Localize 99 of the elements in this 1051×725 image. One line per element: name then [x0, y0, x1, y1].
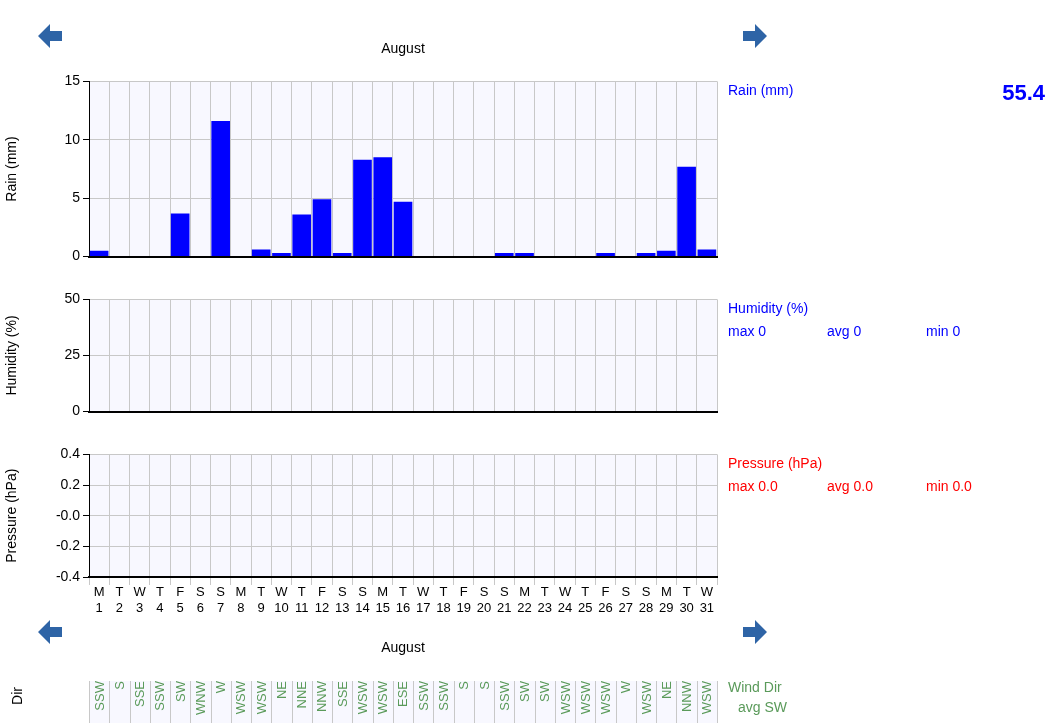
x-tick-label: F 19 — [456, 584, 472, 615]
x-tick-label: M 15 — [375, 584, 390, 615]
category-label: WSW — [253, 681, 269, 715]
y-tick-label: 10 — [64, 130, 81, 147]
legend-label: Pressure (hPa) — [728, 455, 823, 471]
category-label: WSW — [577, 681, 593, 715]
x-tick-label: F 26 — [598, 584, 613, 615]
category-label: W — [618, 681, 634, 694]
x-tick-label: M 8 — [235, 584, 247, 615]
category-label: WSW — [557, 681, 573, 715]
text: min 0.0 — [926, 478, 972, 494]
x-tick-label: W 3 — [133, 584, 147, 615]
x-tick-label: S 27 — [618, 584, 634, 615]
text: max 0 — [728, 323, 767, 339]
x-tick-label: S 7 — [216, 584, 226, 615]
x-tick-label: F 5 — [176, 584, 185, 615]
category-label: WSW — [699, 681, 715, 715]
y-tick-label: -0.2 — [55, 537, 81, 554]
y-tick-label: 25 — [64, 346, 81, 363]
y-axis-title: Pressure (hPa) — [3, 468, 20, 563]
text: Rain (mm) — [728, 82, 794, 98]
text: Wind Dir — [728, 679, 782, 695]
y-tick-label: 0.4 — [60, 445, 81, 462]
category-label: SSE — [132, 681, 148, 708]
category-label: S — [456, 681, 472, 690]
y-tick-label: 15 — [64, 72, 81, 89]
text: Dir — [8, 687, 25, 705]
bar — [211, 121, 230, 257]
text: avg 0.0 — [827, 478, 873, 494]
y-tick-label: -0.0 — [55, 506, 81, 523]
y-tick-label: 0.2 — [60, 475, 81, 492]
category-label: SSW — [91, 681, 107, 711]
bar — [170, 213, 190, 257]
category-label: WSW — [354, 681, 370, 715]
category-label: W — [213, 681, 229, 694]
x-tick-label: T 2 — [115, 584, 124, 615]
category-label: SSE — [334, 681, 350, 708]
category-label: NNW — [314, 681, 330, 713]
x-axis-title: August — [381, 639, 425, 656]
x-tick-label: T 30 — [679, 584, 694, 615]
category-label: SSW — [436, 681, 451, 711]
category-label: NNE — [294, 681, 310, 709]
x-tick-label: S 14 — [355, 584, 370, 615]
text: min 0 — [926, 323, 961, 339]
x-tick-label: T 4 — [155, 584, 164, 615]
text: avg 0 — [827, 323, 862, 339]
x-tick-label: M 22 — [517, 584, 532, 615]
category-label: WSW — [598, 681, 614, 715]
text: max 0.0 — [728, 478, 778, 494]
x-tick-label: S 13 — [334, 584, 350, 615]
y-tick-label: 0 — [72, 247, 81, 264]
legend-label: Humidity (%) — [728, 300, 809, 316]
category-label: NE — [658, 681, 674, 700]
x-tick-label: W 17 — [416, 584, 431, 615]
x-tick-label: T 11 — [294, 584, 309, 615]
y-tick-label: 5 — [72, 189, 81, 206]
category-label: SW — [172, 681, 188, 702]
y-tick-label: 50 — [64, 290, 81, 307]
x-tick-label: S 21 — [497, 584, 512, 615]
bar — [636, 253, 656, 257]
bar — [312, 199, 332, 257]
x-tick-label: F 12 — [314, 584, 330, 615]
category-label: S — [476, 681, 492, 690]
x-tick-label: T 9 — [257, 584, 266, 615]
x-tick-label: T 18 — [436, 584, 451, 615]
y-tick-label: -0.4 — [55, 567, 81, 584]
x-tick-label: T 23 — [537, 584, 553, 615]
category-label: WSW — [233, 681, 249, 715]
x-tick-label: S 6 — [196, 584, 206, 615]
y-tick-label: 0 — [72, 402, 81, 419]
category-label: WNW — [192, 681, 208, 715]
x-tick-label: M 1 — [93, 584, 105, 615]
text: 55.4 — [1002, 80, 1045, 106]
category-label: SW — [537, 681, 553, 702]
x-tick-label: M 29 — [659, 584, 674, 615]
x-tick-label: S 28 — [638, 584, 654, 615]
category-label: WSW — [638, 681, 654, 715]
x-tick-label: T 16 — [395, 584, 411, 615]
text: August — [380, 40, 426, 56]
x-tick-label: W 10 — [274, 584, 289, 615]
x-tick-label: W 31 — [699, 584, 715, 615]
category-label: NE — [273, 681, 289, 700]
text: avg SW — [738, 699, 788, 715]
category-label: SW — [517, 681, 533, 702]
x-tick-label: W 24 — [557, 584, 573, 615]
category-label: S — [111, 681, 127, 690]
category-label: SSW — [152, 681, 168, 711]
category-label: NNW — [679, 681, 695, 713]
bar — [89, 250, 109, 257]
category-label: SSW — [496, 681, 512, 711]
x-tick-label: S 20 — [476, 584, 492, 615]
y-axis-title: Rain (mm) — [3, 136, 20, 202]
category-label: ESE — [395, 681, 411, 708]
category-label: WSW — [375, 681, 391, 715]
y-axis-title: Humidity (%) — [3, 315, 20, 396]
category-label: SSW — [415, 681, 431, 711]
bar — [596, 253, 615, 257]
x-tick-label: T 25 — [578, 584, 593, 615]
bar — [393, 201, 413, 257]
